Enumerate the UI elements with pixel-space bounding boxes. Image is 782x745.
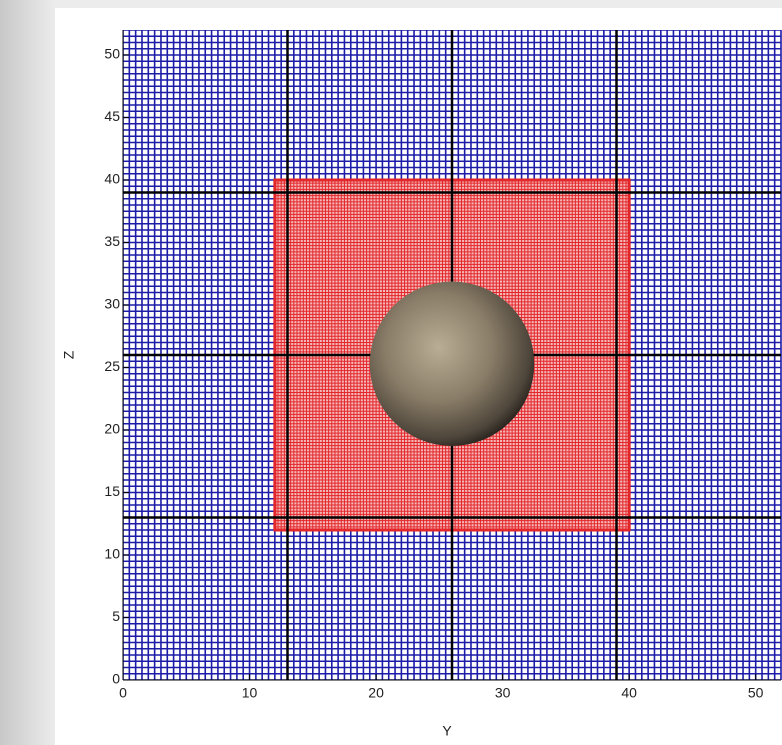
x-tick-label: 30 [495, 685, 511, 701]
x-tick-label: 10 [242, 685, 258, 701]
moon [369, 281, 535, 446]
x-tick-label: 0 [119, 685, 127, 701]
x-axis-label: Y [442, 723, 452, 739]
y-tick-label: 15 [104, 483, 120, 499]
y-tick-label: 10 [104, 546, 120, 562]
y-tick-label: 0 [112, 671, 120, 687]
y-tick-label: 45 [104, 108, 120, 124]
y-tick-label: 20 [104, 421, 120, 437]
x-tick-label: 20 [368, 685, 384, 701]
y-tick-label: 50 [104, 46, 120, 62]
y-axis-label: Z [61, 350, 77, 359]
y-tick-label: 30 [104, 296, 120, 312]
y-tick-label: 5 [112, 608, 120, 624]
y-tick-label: 40 [104, 171, 120, 187]
y-tick-label: 25 [104, 358, 120, 374]
plot-area [123, 30, 782, 680]
y-tick-label: 35 [104, 233, 120, 249]
x-tick-label: 50 [748, 685, 764, 701]
x-tick-label: 40 [621, 685, 637, 701]
